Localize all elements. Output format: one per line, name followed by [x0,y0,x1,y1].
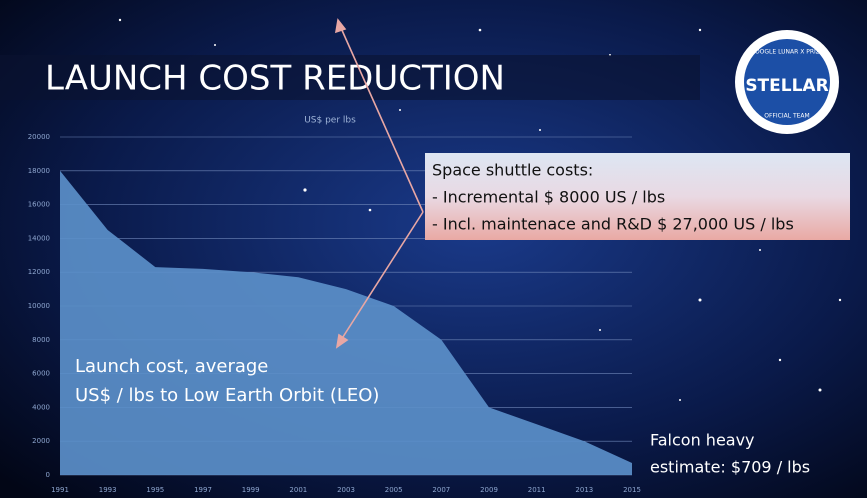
x-tick-label: 1993 [99,486,117,494]
x-tick-label: 1995 [146,486,164,494]
x-tick-label: 2011 [528,486,546,494]
logo-top: GOOGLE LUNAR X PRIZE [750,49,824,56]
shuttle-note: - Incremental $ 8000 US / lbs [432,188,665,207]
y-tick-label: 18000 [28,167,50,175]
y-tick-label: 16000 [28,201,50,209]
y-tick-label: 4000 [32,403,50,411]
y-axis-label: US$ per lbs [304,116,356,126]
x-tick-label: 1999 [242,486,260,494]
shuttle-note: Space shuttle costs: [432,161,593,180]
x-tick-label: 2007 [432,486,450,494]
x-tick-label: 2003 [337,486,355,494]
x-tick-label: 2001 [289,486,307,494]
y-tick-label: 8000 [32,336,50,344]
falcon-note: estimate: $709 / lbs [650,458,810,477]
y-tick-label: 0 [46,471,50,479]
shuttle-note: - Incl. maintenace and R&D $ 27,000 US /… [432,215,794,234]
x-tick-label: 1997 [194,486,212,494]
x-tick-label: 2005 [385,486,403,494]
logo-name: STELLAR [745,76,828,96]
y-tick-label: 2000 [32,437,50,445]
logo: STELLAR GOOGLE LUNAR X PRIZE OFFICIAL TE… [735,30,839,134]
x-tick-label: 2009 [480,486,498,494]
y-tick-label: 20000 [28,133,50,141]
falcon-note: Falcon heavy [650,431,755,450]
x-tick-label: 2013 [575,486,593,494]
logo-bottom: OFFICIAL TEAM [764,113,809,120]
area-label: US$ / lbs to Low Earth Orbit (LEO) [75,385,379,406]
y-tick-label: 12000 [28,268,50,276]
slide: LAUNCH COST REDUCTION STELLAR GOOGLE LUN… [0,0,867,498]
y-tick-label: 14000 [28,234,50,242]
title: LAUNCH COST REDUCTION [45,59,505,99]
x-tick-label: 2015 [623,486,641,494]
area-label: Launch cost, average [75,356,268,377]
y-tick-label: 6000 [32,370,50,378]
x-tick-label: 1991 [51,486,69,494]
y-tick-label: 10000 [28,302,50,310]
